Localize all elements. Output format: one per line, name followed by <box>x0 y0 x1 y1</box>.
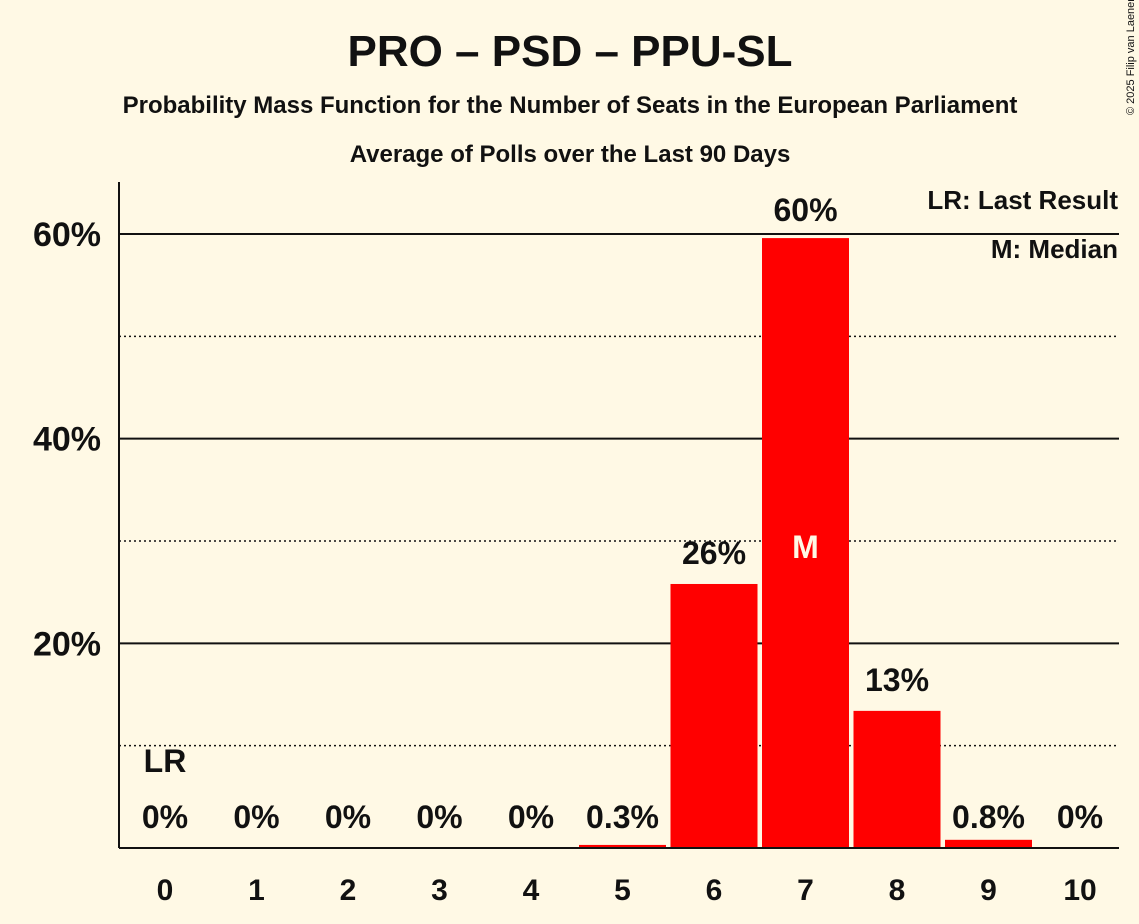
legend-median: M: Median <box>991 234 1118 264</box>
grid: 20% 40% 60% <box>33 216 1119 747</box>
data-label: 26% <box>682 535 746 571</box>
bar-8 <box>853 710 941 848</box>
y-tick-label: 60% <box>33 216 101 254</box>
data-label: 0% <box>142 799 188 835</box>
x-tick-label: 8 <box>889 874 906 907</box>
data-label: 0.3% <box>586 799 659 835</box>
bars <box>579 238 1032 849</box>
copyright: © 2025 Filip van Laenen <box>1125 0 1137 115</box>
x-tick-label: 2 <box>340 874 357 907</box>
data-label: 0% <box>233 799 279 835</box>
x-tick-label: 4 <box>523 874 540 907</box>
data-label: 0% <box>325 799 371 835</box>
data-label: 60% <box>773 192 837 228</box>
x-tick-label: 0 <box>157 874 174 907</box>
data-labels: 0% 0 0% 1 0% 2 0% 3 0% 4 0.3% 5 26% 6 60% 7 13% 8 0.8% 9 0% 1… <box>142 192 1103 907</box>
bar-5 <box>579 844 666 848</box>
x-tick-label: 9 <box>980 874 997 907</box>
x-tick-label: 7 <box>797 874 814 907</box>
x-tick-label: 5 <box>614 874 631 907</box>
data-label: 0% <box>416 799 462 835</box>
chart-subtitle: Probability Mass Function for the Number… <box>123 92 1018 119</box>
x-tick-label: 10 <box>1063 874 1096 907</box>
y-tick-label: 40% <box>33 421 101 459</box>
x-tick-label: 1 <box>248 874 265 907</box>
data-label: 0% <box>1057 799 1103 835</box>
median-marker: M <box>792 529 819 565</box>
x-tick-label: 6 <box>706 874 723 907</box>
legend-last-result: LR: Last Result <box>927 185 1118 215</box>
x-tick-label: 3 <box>431 874 448 907</box>
data-label: 0% <box>508 799 554 835</box>
chart-subtitle-2: Average of Polls over the Last 90 Days <box>350 141 791 168</box>
bar-7 <box>762 238 849 849</box>
y-tick-label: 20% <box>33 625 101 663</box>
bar-6 <box>670 583 758 848</box>
data-label: 13% <box>865 662 929 698</box>
chart-title: PRO – PSD – PPU-SL <box>347 27 792 76</box>
data-label: 0.8% <box>952 799 1025 835</box>
last-result-marker: LR <box>144 743 187 779</box>
bar-9 <box>945 839 1032 848</box>
